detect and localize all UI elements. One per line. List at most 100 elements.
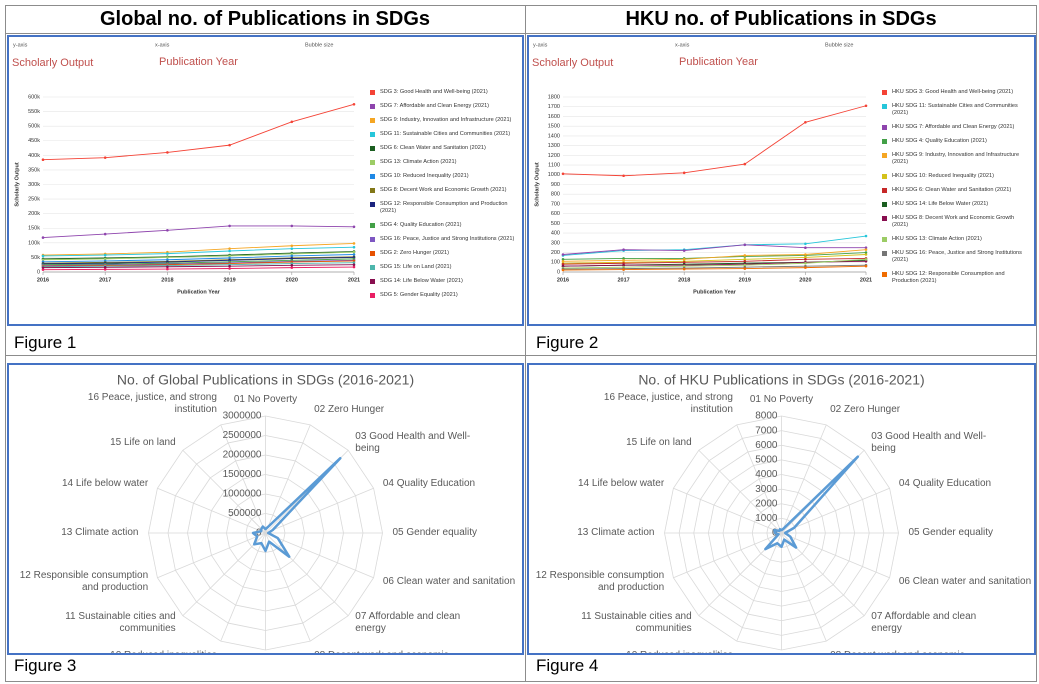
- data-point: [561, 258, 565, 261]
- data-point: [622, 248, 625, 251]
- radar-line: [764, 455, 860, 551]
- legend-item: HKU SDG 16: Peace, Justice and Strong In…: [882, 250, 1028, 264]
- spoke: [781, 424, 827, 534]
- category-label: 03 Good Health and Well-being: [355, 431, 471, 455]
- category-label: 08 Decent work and economic growth: [830, 650, 965, 653]
- y-tick-label: 500: [551, 221, 560, 227]
- x-tick-label: 2016: [557, 277, 569, 283]
- legend-label: SDG 15: Life on Land (2021): [380, 264, 452, 270]
- data-point: [622, 263, 625, 267]
- legend-item: SDG 6: Clean Water and Sanitation (2021): [370, 145, 516, 152]
- r-tick-label: 1000: [755, 513, 778, 524]
- legend-swatch: [370, 104, 375, 109]
- data-point: [103, 253, 107, 257]
- data-point: [166, 267, 169, 271]
- data-point: [41, 236, 45, 239]
- legend-item: HKU SDG 12: Responsible Consumption and …: [882, 271, 1028, 285]
- legend-label: SDG 12: Responsible Consumption and Prod…: [380, 201, 508, 214]
- radar-line: [251, 456, 342, 558]
- legend-item: HKU SDG 13: Climate Action (2021): [882, 236, 1028, 243]
- data-point: [682, 249, 686, 252]
- legend-label: SDG 10: Reduced Inequality (2021): [380, 173, 469, 179]
- x-tick-label: 2018: [678, 277, 690, 283]
- r-tick-label: 1500000: [223, 469, 262, 480]
- series-line: [42, 266, 355, 271]
- x-tick-label: 2019: [223, 277, 235, 283]
- data-point: [41, 268, 45, 271]
- series-line: [42, 264, 355, 269]
- data-point: [622, 257, 625, 260]
- y-tick-label: 100k: [28, 240, 40, 246]
- data-point: [352, 242, 356, 245]
- legend-item: SDG 15: Life on Land (2021): [370, 264, 516, 271]
- y-tick-label: 50k: [31, 255, 40, 261]
- spoke: [698, 449, 782, 534]
- chart-svg: No. of Global Publications in SDGs (2016…: [117, 372, 414, 651]
- data-point: [166, 265, 169, 269]
- legend-swatch: [370, 90, 375, 95]
- data-point: [290, 254, 294, 258]
- y-tick-label: 200: [551, 250, 560, 256]
- data-point: [561, 172, 565, 176]
- x-tick-label: 2021: [860, 277, 872, 283]
- data-point: [228, 143, 231, 147]
- legend-item: HKU SDG 10: Reduced Inequality (2021): [882, 173, 1028, 180]
- y-tick-label: 1800: [548, 94, 560, 100]
- data-point: [166, 252, 169, 255]
- chart-title: No. of HKU Publications in SDGs (2016-20…: [638, 372, 924, 388]
- x-tick-label: 2017: [617, 277, 629, 283]
- legend: HKU SDG 3: Good Health and Well-being (2…: [882, 89, 1028, 292]
- data-point: [743, 254, 747, 257]
- x-axis-title: Publication Year: [177, 289, 221, 295]
- legend-swatch: [370, 132, 375, 137]
- legend-label: SDG 5: Gender Equality (2021): [380, 292, 458, 298]
- x-tick-label: 2020: [286, 277, 298, 283]
- legend-swatch: [370, 293, 375, 298]
- data-point: [804, 266, 807, 269]
- legend-label: SDG 14: Life Below Water (2021): [380, 278, 463, 284]
- legend-swatch: [370, 279, 375, 284]
- data-point: [352, 261, 356, 264]
- column-header: Global no. of Publications in SDGs: [99, 8, 431, 30]
- legend-swatch: [370, 237, 375, 242]
- category-label: 05 Gender equality: [908, 527, 994, 538]
- chart-title: No. of Global Publications in SDGs (2016…: [117, 372, 414, 388]
- legend-swatch: [882, 104, 887, 109]
- legend-swatch: [370, 188, 375, 193]
- data-point: [561, 260, 565, 263]
- legend-item: HKU SDG 14: Life Below Water (2021): [882, 201, 1028, 208]
- category-label: 06 Clean water and sanitation: [898, 575, 1032, 587]
- data-point: [743, 162, 747, 166]
- selector: x-axis: [675, 42, 690, 48]
- data-point: [804, 120, 807, 124]
- legend-item: HKU SDG 7: Affordable and Clean Energy (…: [882, 124, 1028, 131]
- chart-panel: y-axis x-axis Bubble size Scholarly Output P…: [527, 35, 1036, 326]
- category-label: 13 Climate action: [61, 527, 139, 538]
- figure-caption: Figure 1: [14, 333, 77, 352]
- category-label: 01 No Poverty: [749, 394, 814, 405]
- r-tick-label: 1000000: [223, 489, 262, 500]
- data-point: [622, 174, 625, 178]
- row-divider: [5, 33, 1036, 34]
- y-tick-label: 1500: [548, 124, 560, 130]
- y-tick-label: 700: [551, 201, 560, 207]
- spoke: [220, 532, 266, 642]
- legend-label: HKU SDG 10: Reduced Inequality (2021): [892, 173, 994, 179]
- selector: y-axis: [533, 42, 548, 48]
- data-point: [864, 234, 868, 238]
- legend-swatch: [370, 146, 375, 151]
- selector: y-axis: [13, 42, 28, 48]
- data-point: [290, 120, 294, 124]
- x-tick-label: 2021: [348, 277, 360, 283]
- category-label: 12 Responsible consumption and productio…: [19, 569, 149, 593]
- data-point: [166, 151, 169, 154]
- data-point: [864, 264, 868, 268]
- legend-swatch: [882, 251, 887, 256]
- legend-swatch: [370, 174, 375, 179]
- data-point: [103, 232, 107, 236]
- selector: Bubble size: [825, 42, 853, 48]
- figure-caption: Figure 4: [536, 656, 599, 675]
- y-tick-label: 400k: [28, 153, 40, 159]
- r-tick-label: 2000: [755, 498, 778, 509]
